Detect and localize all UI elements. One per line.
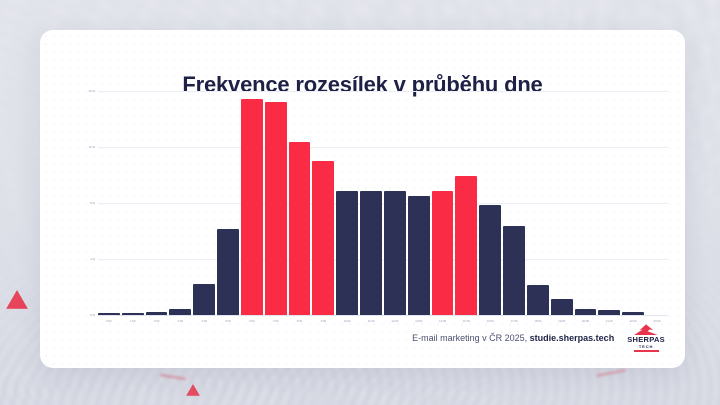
gridline: 4 % xyxy=(90,257,668,261)
x-axis-label: 8:00 xyxy=(296,319,303,323)
bar[interactable] xyxy=(312,160,335,316)
x-axis-label: 6:00 xyxy=(249,319,255,323)
x-axis-label: 23:00 xyxy=(653,319,661,323)
bar-chart: 0 % 4 % 8 % 12 % 16 % 0:00 1:00 2:00 3:00 4:00 5:… xyxy=(76,89,668,330)
bar-column[interactable]: 9:00 xyxy=(312,92,335,323)
sherpas-tech-logo: SHERPAS TECH xyxy=(627,324,665,352)
bar-column[interactable]: 3:00 xyxy=(169,92,192,323)
chart-card: Frekvence rozesílek v průběhu dne 0 % 4 %… xyxy=(40,30,685,368)
x-axis-label: 0:00 xyxy=(106,319,112,323)
x-axis-label: 22:00 xyxy=(629,319,637,323)
x-axis-label: 12:00 xyxy=(391,319,399,323)
bar-column[interactable]: 13:00 xyxy=(407,92,430,323)
bar[interactable] xyxy=(240,99,263,316)
gridline: 16 % xyxy=(89,89,668,93)
bar[interactable] xyxy=(145,311,168,316)
bar[interactable] xyxy=(217,229,239,316)
bar[interactable] xyxy=(598,310,621,316)
bar-column[interactable]: 20:00 xyxy=(574,92,597,323)
bar-column[interactable]: 18:00 xyxy=(526,92,549,323)
bar-column[interactable]: 1:00 xyxy=(121,92,144,323)
x-axis-label: 4:00 xyxy=(201,319,207,323)
x-axis-label: 13:00 xyxy=(415,319,423,323)
x-axis-label: 14:00 xyxy=(438,319,447,323)
bar-column[interactable]: 0:00 xyxy=(98,92,120,323)
bar[interactable] xyxy=(574,309,597,316)
bar[interactable] xyxy=(622,311,645,316)
x-axis-label: 10:00 xyxy=(343,319,351,323)
y-axis-label: 4 % xyxy=(90,257,95,261)
y-axis-label: 12 % xyxy=(88,145,96,149)
x-axis-label: 2:00 xyxy=(153,319,160,323)
bar-column[interactable]: 5:00 xyxy=(217,92,239,323)
x-axis-label: 11:00 xyxy=(367,319,375,323)
y-axis-label: 8 % xyxy=(90,201,95,205)
bar[interactable] xyxy=(98,313,120,316)
bar-column[interactable]: 14:00 xyxy=(431,92,454,323)
source-prefix: E-mail marketing v ČR 2025, xyxy=(412,333,530,344)
bar-column[interactable]: 11:00 xyxy=(360,92,382,323)
bar[interactable] xyxy=(336,191,359,316)
x-axis-label: 21:00 xyxy=(605,319,613,323)
y-axis-label: 0 % xyxy=(90,313,95,317)
x-axis-label: 16:00 xyxy=(486,319,494,323)
bar-column[interactable]: 22:00 xyxy=(622,92,645,323)
x-axis-label: 18:00 xyxy=(534,319,542,323)
x-axis-label: 15:00 xyxy=(462,319,470,323)
bar-column[interactable]: 6:00 xyxy=(240,92,263,323)
footer: E-mail marketing v ČR 2025, studie.sherp… xyxy=(412,324,665,352)
y-axis-label: 16 % xyxy=(88,89,96,93)
bar-column[interactable]: 16:00 xyxy=(479,92,502,323)
bar[interactable] xyxy=(431,191,454,316)
bar[interactable] xyxy=(193,283,216,316)
bar-column[interactable]: 2:00 xyxy=(145,92,168,323)
x-axis-label: 19:00 xyxy=(558,319,566,323)
bar-column[interactable]: 19:00 xyxy=(550,92,573,323)
x-axis-label: 1:00 xyxy=(130,319,136,323)
plot-area: 0 % 4 % 8 % 12 % 16 % 0:00 1:00 2:00 3:00 4:00 5:… xyxy=(89,89,668,323)
logo-underline xyxy=(633,350,659,352)
x-axis-label: 7:00 xyxy=(272,319,279,323)
bar-column[interactable]: 7:00 xyxy=(264,92,287,323)
page-title: Frekvence rozesílek v průběhu dne xyxy=(182,72,543,97)
x-axis-label: 9:00 xyxy=(320,319,327,323)
source-link[interactable]: studie.sherpas.tech xyxy=(529,333,615,344)
bar[interactable] xyxy=(455,176,478,316)
bar-column[interactable]: 8:00 xyxy=(288,92,311,323)
bar[interactable] xyxy=(121,313,144,316)
x-axis-label: 17:00 xyxy=(510,319,518,323)
gridline: 12 % xyxy=(89,145,668,149)
bar[interactable] xyxy=(383,191,406,316)
gridline: 8 % xyxy=(90,201,668,205)
x-axis-label: 5:00 xyxy=(225,319,231,323)
bar[interactable] xyxy=(550,299,573,316)
x-axis-line xyxy=(98,315,668,316)
bar[interactable] xyxy=(169,309,192,316)
mountain-icon xyxy=(633,324,659,336)
logo-subtitle: TECH xyxy=(638,343,654,349)
logo-wordmark: SHERPAS xyxy=(627,335,665,345)
x-axis-label: 3:00 xyxy=(177,319,184,323)
bar[interactable] xyxy=(288,142,311,316)
source-caption: E-mail marketing v ČR 2025, studie.sherp… xyxy=(412,333,614,343)
bar-column[interactable]: 12:00 xyxy=(383,92,406,323)
bar-column[interactable]: 10:00 xyxy=(336,92,359,323)
bar-column[interactable]: 21:00 xyxy=(598,92,621,323)
bar[interactable] xyxy=(503,226,525,316)
bar-column[interactable]: 15:00 xyxy=(455,92,478,323)
x-axis-label: 20:00 xyxy=(581,319,589,323)
bar[interactable] xyxy=(526,285,549,316)
bar-column[interactable]: 17:00 xyxy=(503,92,525,323)
bar[interactable] xyxy=(479,205,502,316)
bar-series: 0:00 1:00 2:00 3:00 4:00 5:00 6:00 7:00 8:00 9:00… xyxy=(98,92,668,323)
bar[interactable] xyxy=(360,191,382,316)
bar-column[interactable]: 4:00 xyxy=(193,92,216,323)
bar-column[interactable]: 23:00 xyxy=(646,92,668,323)
bar[interactable] xyxy=(407,195,430,316)
bar[interactable] xyxy=(264,101,287,316)
